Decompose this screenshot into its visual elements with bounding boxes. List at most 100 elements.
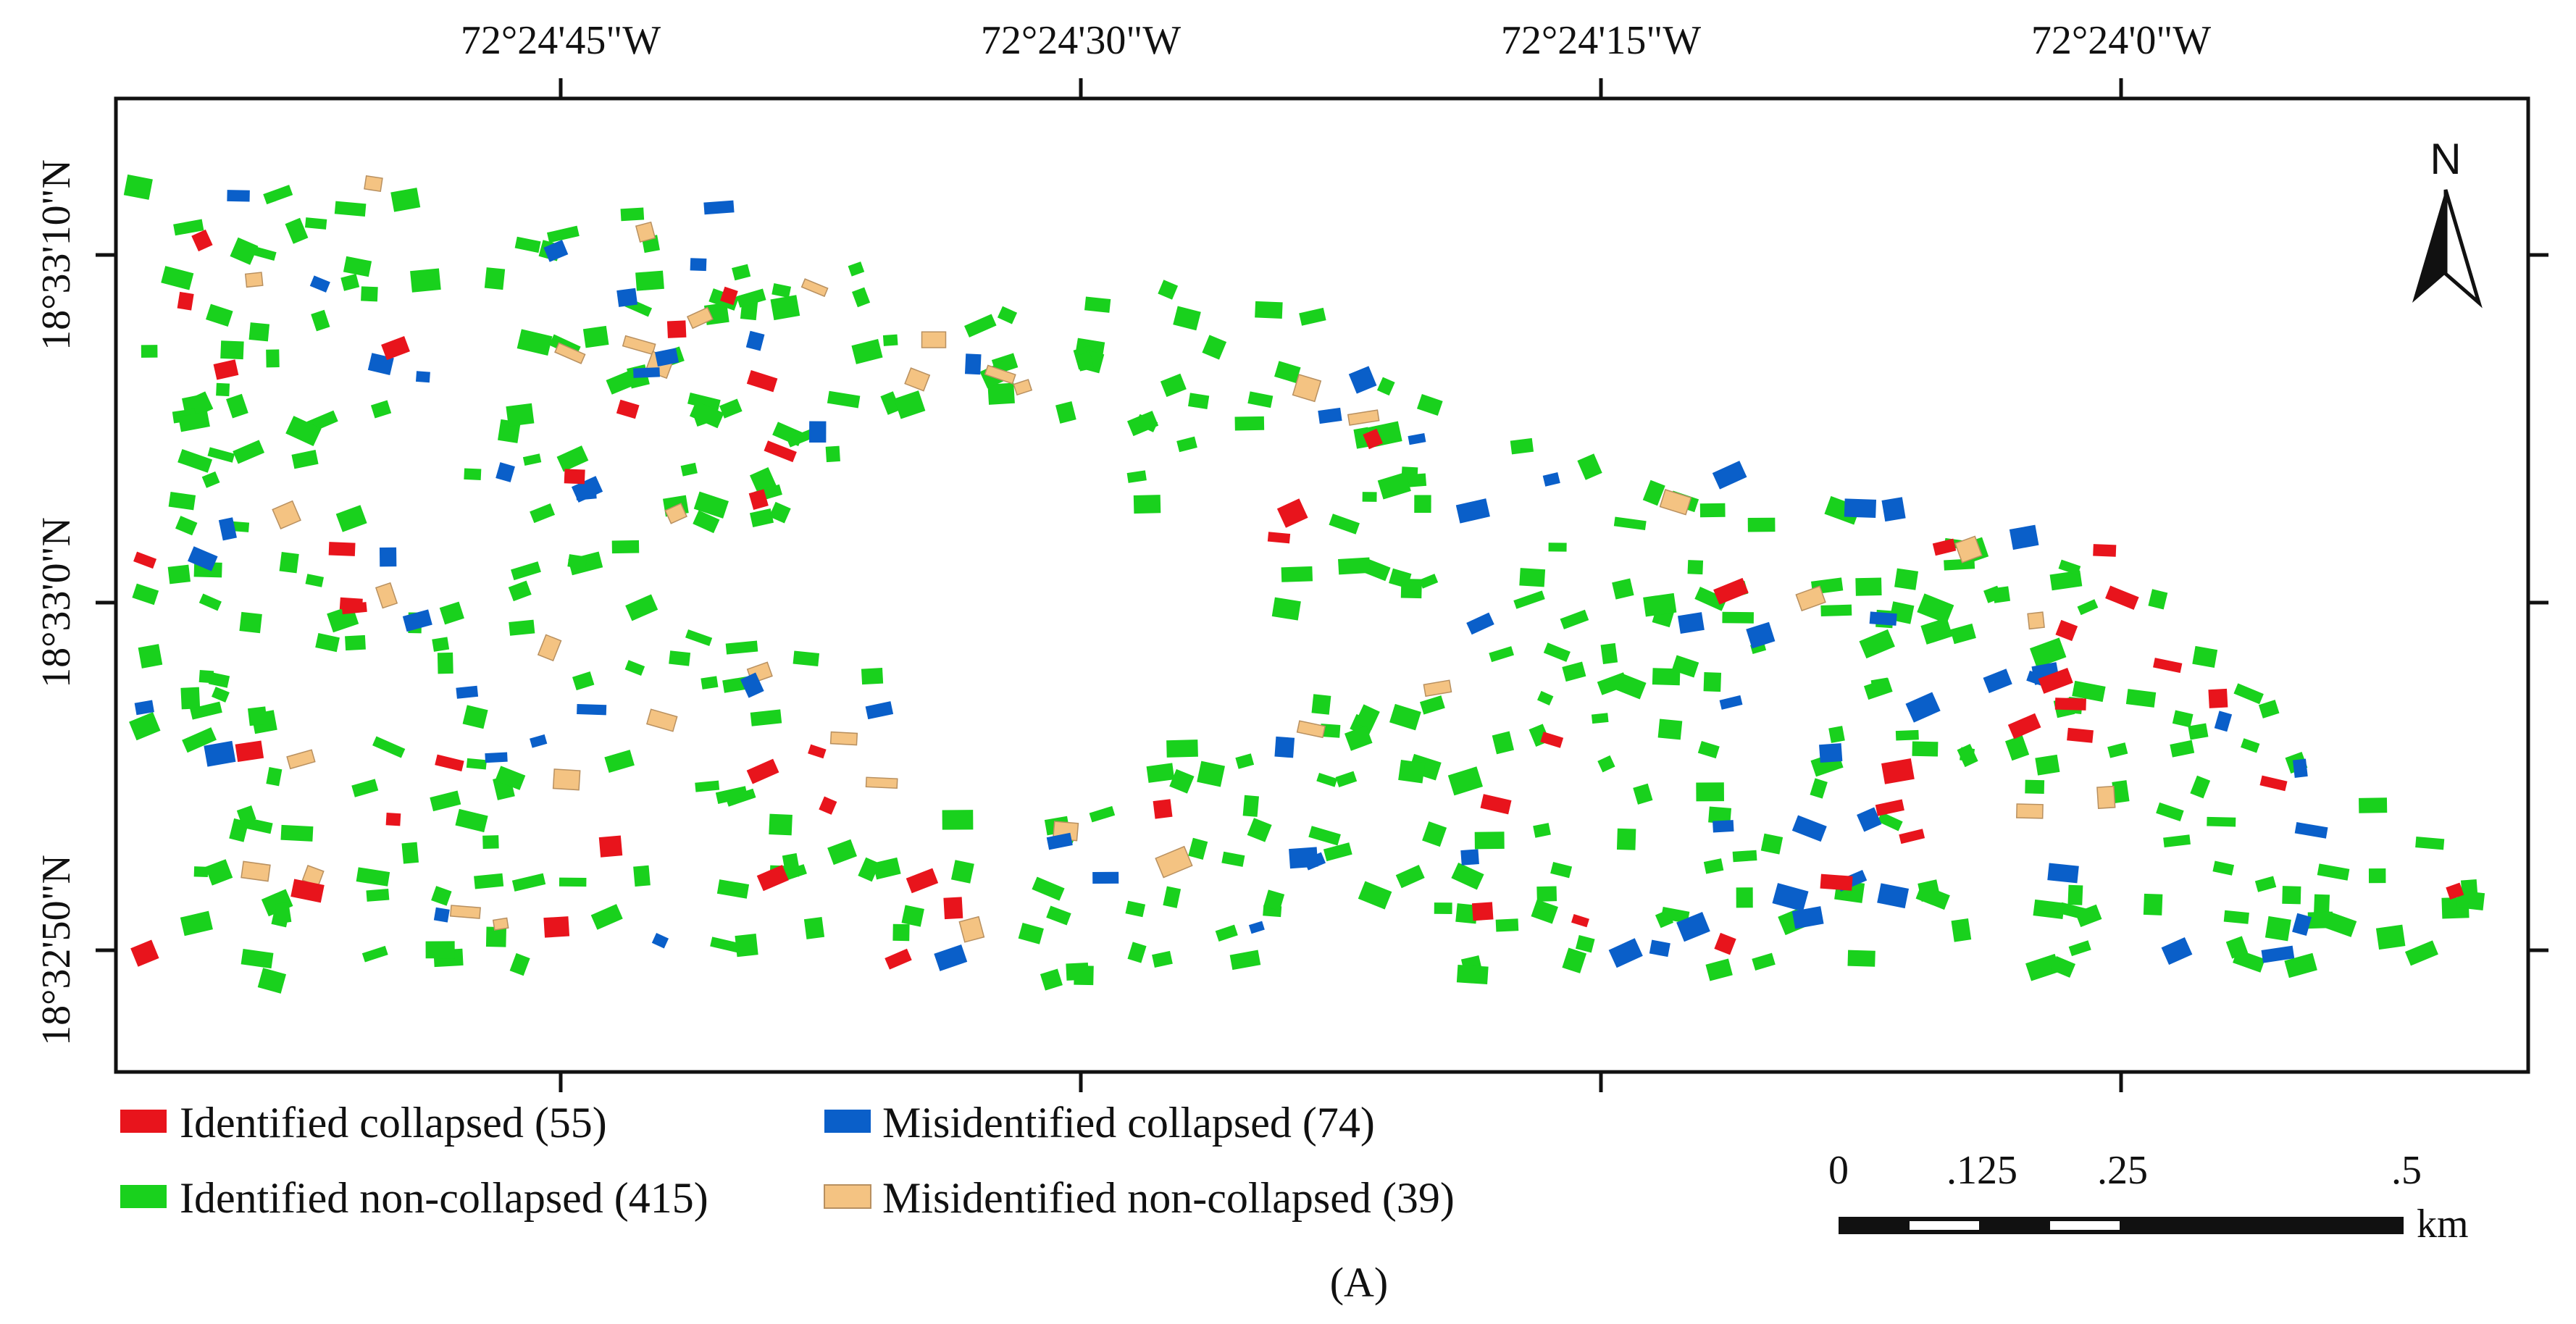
building-misidentified-collapsed — [1408, 433, 1426, 445]
building-identified-non-collapsed — [1951, 918, 1972, 942]
building-identified-non-collapsed — [1451, 862, 1484, 890]
building-identified-non-collapsed — [1169, 768, 1195, 794]
building-identified-non-collapsed — [2148, 589, 2168, 610]
building-identified-non-collapsed — [1944, 558, 1975, 571]
building-identified-non-collapsed — [750, 709, 782, 726]
building-identified-non-collapsed — [1074, 965, 1094, 986]
building-identified-non-collapsed — [771, 283, 792, 298]
building-identified-non-collapsed — [1708, 806, 1732, 824]
building-identified-non-collapsed — [590, 904, 623, 930]
building-identified-non-collapsed — [1536, 690, 1554, 705]
latitude-label: 18°33'10"N — [34, 159, 79, 351]
building-identified-non-collapsed — [1089, 805, 1116, 823]
building-identified-non-collapsed — [226, 393, 248, 419]
legend-swatch-misidentified-collapsed — [824, 1110, 871, 1133]
latitude-label: 18°33'0"N — [34, 517, 79, 688]
building-identified-non-collapsed — [782, 852, 800, 871]
building-identified-non-collapsed — [1299, 307, 1326, 326]
building-identified-non-collapsed — [950, 860, 974, 884]
building-identified-non-collapsed — [1274, 361, 1301, 383]
building-identified-non-collapsed — [716, 879, 750, 899]
building-misidentified-non-collapsed — [646, 708, 678, 732]
building-identified-collapsed — [564, 469, 585, 485]
building-identified-collapsed — [1932, 538, 1957, 556]
building-identified-non-collapsed — [1158, 280, 1179, 300]
building-identified-non-collapsed — [2375, 924, 2406, 950]
building-identified-non-collapsed — [1234, 416, 1265, 431]
building-identified-collapsed — [1471, 902, 1494, 921]
building-identified-collapsed — [2259, 775, 2288, 792]
building-identified-non-collapsed — [2058, 559, 2081, 576]
building-identified-non-collapsed — [1859, 629, 1895, 659]
building-identified-collapsed — [385, 813, 401, 826]
building-identified-non-collapsed — [1316, 772, 1338, 787]
building-identified-non-collapsed — [1613, 516, 1647, 531]
building-identified-non-collapsed — [2143, 893, 2163, 916]
building-identified-non-collapsed — [1747, 517, 1776, 532]
building-identified-non-collapsed — [2313, 894, 2330, 916]
building-identified-non-collapsed — [803, 917, 825, 939]
building-identified-collapsed — [543, 916, 570, 938]
building-identified-non-collapsed — [370, 400, 392, 419]
building-misidentified-non-collapsed — [1296, 720, 1326, 739]
building-misidentified-non-collapsed — [1795, 585, 1826, 612]
building-identified-non-collapsed — [1847, 950, 1875, 967]
building-misidentified-collapsed — [1877, 883, 1910, 909]
building-identified-non-collapsed — [1125, 900, 1146, 918]
building-identified-non-collapsed — [1345, 725, 1373, 751]
building-identified-non-collapsed — [291, 450, 319, 469]
building-identified-non-collapsed — [1894, 568, 1919, 590]
north-arrow-icon: N — [2412, 135, 2483, 309]
building-identified-non-collapsed — [530, 503, 556, 524]
building-identified-collapsed — [2105, 585, 2139, 610]
building-misidentified-collapsed — [1677, 612, 1705, 634]
building-identified-non-collapsed — [517, 329, 553, 356]
building-identified-non-collapsed — [514, 236, 541, 254]
building-identified-non-collapsed — [1957, 743, 1978, 768]
building-identified-non-collapsed — [1040, 968, 1063, 991]
building-identified-non-collapsed — [1046, 905, 1071, 926]
building-identified-non-collapsed — [685, 629, 713, 647]
building-identified-non-collapsed — [241, 948, 274, 969]
building-identified-non-collapsed — [266, 767, 283, 787]
building-misidentified-non-collapsed — [829, 731, 858, 746]
building-misidentified-collapsed — [2009, 524, 2039, 550]
building-identified-non-collapsed — [311, 309, 330, 332]
building-misidentified-collapsed — [1712, 461, 1747, 490]
building-identified-collapsed — [720, 286, 738, 306]
building-identified-collapsed — [756, 865, 789, 892]
building-identified-non-collapsed — [1188, 393, 1210, 409]
building-misidentified-non-collapsed — [554, 342, 586, 364]
scale-unit: km — [2417, 1202, 2469, 1247]
building-identified-non-collapsed — [506, 403, 535, 427]
building-identified-non-collapsed — [1660, 906, 1690, 924]
scale-tick-label: .5 — [2391, 1148, 2422, 1193]
building-identified-collapsed — [2446, 882, 2464, 900]
building-misidentified-collapsed — [1819, 743, 1843, 763]
building-identified-non-collapsed — [624, 660, 645, 676]
building-identified-non-collapsed — [229, 818, 249, 842]
building-identified-non-collapsed — [462, 705, 488, 729]
legend-swatch-identified-collapsed — [120, 1110, 167, 1133]
building-identified-non-collapsed — [1577, 453, 1602, 480]
building-identified-non-collapsed — [1703, 858, 1724, 874]
building-identified-non-collapsed — [1687, 560, 1704, 575]
building-identified-non-collapsed — [511, 561, 541, 581]
building-identified-collapsed — [1276, 498, 1308, 528]
building-identified-non-collapsed — [485, 926, 506, 947]
building-identified-non-collapsed — [182, 727, 217, 753]
building-misidentified-collapsed — [633, 367, 660, 378]
building-identified-non-collapsed — [1591, 713, 1609, 724]
building-identified-non-collapsed — [1355, 704, 1380, 730]
building-identified-non-collapsed — [735, 934, 758, 958]
building-identified-non-collapsed — [132, 583, 159, 606]
building-identified-non-collapsed — [719, 398, 743, 419]
building-identified-collapsed — [2007, 713, 2041, 739]
building-identified-non-collapsed — [892, 923, 910, 942]
building-identified-non-collapsed — [1308, 826, 1341, 846]
building-misidentified-collapsed — [1791, 815, 1827, 842]
building-identified-non-collapsed — [1263, 889, 1285, 911]
building-identified-non-collapsed — [769, 813, 793, 836]
building-identified-non-collapsed — [625, 594, 658, 621]
building-identified-non-collapsed — [611, 540, 640, 554]
